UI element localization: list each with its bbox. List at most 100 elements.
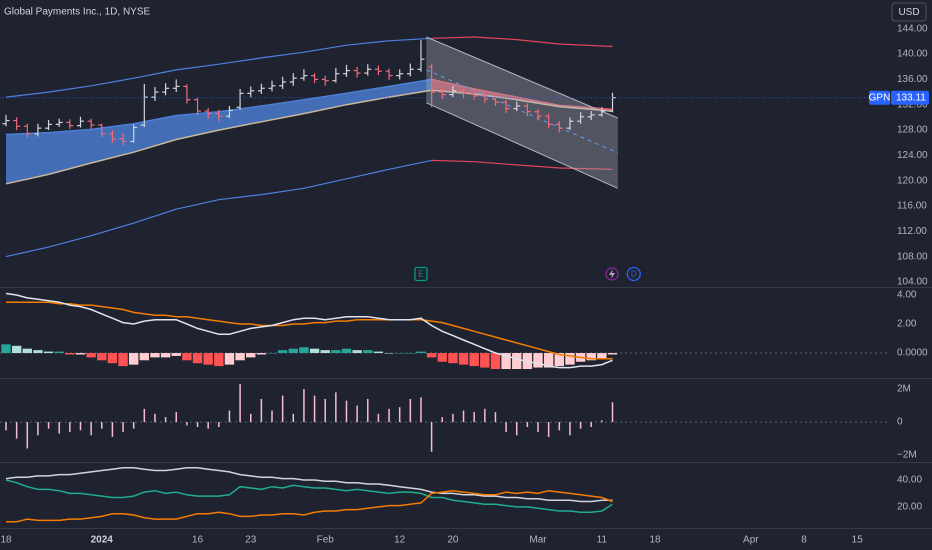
symbol-label: GPN	[869, 92, 891, 103]
histogram-bar	[458, 353, 469, 365]
x-tick-label: 11	[597, 535, 608, 546]
currency-label[interactable]: USD	[898, 7, 919, 18]
oscillator-bar	[111, 422, 114, 437]
envelope-line	[431, 36, 613, 48]
histogram-bar	[331, 350, 341, 354]
oscillator-bar	[420, 397, 422, 423]
oscillator-bar	[601, 420, 603, 423]
x-tick-label: 12	[394, 535, 406, 546]
macd-line	[5, 292, 613, 369]
ribbon-slow	[431, 89, 613, 112]
pane-separators	[0, 287, 932, 529]
ribbon-fast	[431, 78, 613, 110]
histogram-bar	[543, 353, 554, 368]
x-tick-label: Mar	[529, 535, 547, 546]
histogram-bar	[203, 353, 213, 365]
y-tick-label: 40.00	[897, 475, 922, 486]
histogram-bar	[597, 353, 607, 359]
oscillator-bar	[186, 422, 188, 426]
oscillator-pane	[0, 384, 890, 452]
histogram-bar	[1, 344, 11, 354]
oscillator-bar	[494, 412, 497, 423]
event-label: E	[418, 270, 423, 279]
histogram-bar	[288, 348, 298, 354]
envelope-line	[5, 159, 432, 258]
y-tick-label: 116.00	[897, 201, 927, 212]
oscillator-bar	[260, 398, 263, 423]
split-icon[interactable]	[605, 267, 619, 281]
oscillator-bar	[515, 422, 518, 436]
envelope-line	[431, 159, 613, 170]
ribbon-slow	[5, 89, 432, 185]
oscillator-bar	[218, 422, 220, 428]
histogram-bar	[86, 353, 96, 358]
histogram-bar	[139, 353, 150, 361]
y-tick-label: 108.00	[897, 251, 928, 262]
dmi-pane	[5, 467, 613, 523]
x-tick-label: 18	[0, 535, 12, 546]
y-tick-label: 0	[897, 417, 903, 428]
histogram-bar	[246, 353, 256, 358]
oscillator-bar	[398, 407, 401, 423]
oscillator-bar	[345, 400, 348, 423]
oscillator-bar	[569, 422, 571, 436]
currency-button[interactable]	[891, 2, 927, 22]
oscillator-bar	[5, 422, 7, 431]
histogram-bar	[309, 348, 320, 354]
histogram-bar	[54, 351, 64, 354]
histogram-bar	[469, 353, 479, 367]
histogram-bar	[394, 353, 405, 354]
oscillator-bar	[430, 422, 433, 452]
histogram-bar	[341, 348, 352, 354]
event-label: D	[631, 270, 637, 279]
oscillator-bar	[37, 422, 39, 436]
oscillator-bar	[409, 398, 412, 423]
oscillator-bar	[90, 422, 92, 436]
event-icon	[414, 266, 428, 282]
oscillator-bar	[164, 417, 167, 423]
histogram-bar	[118, 353, 128, 367]
oscillator-bar	[79, 422, 82, 431]
channel-mid	[426, 69, 618, 154]
oscillator-bar	[313, 395, 316, 423]
oscillator-bar	[579, 422, 582, 429]
oscillator-bar	[207, 422, 209, 429]
x-tick-label: Apr	[743, 535, 759, 546]
histogram-bar	[235, 353, 245, 361]
histogram-bar	[277, 350, 288, 354]
histogram-bar	[533, 353, 543, 368]
channel-fill	[426, 37, 618, 189]
ribbon-fill	[6, 79, 432, 184]
axes: 18 2024 16 23 Feb 12 20 Mar 11 18 Apr 8 15 104.00 108.…	[0, 23, 929, 546]
oscillator-bar	[388, 408, 390, 423]
histogram-bar	[384, 353, 394, 354]
y-tick-label: 2M	[897, 384, 911, 395]
x-tick-label: 18	[649, 535, 661, 546]
oscillator-bar	[462, 410, 465, 423]
oscillator-bar	[377, 413, 380, 423]
y-tick-label: 112.00	[897, 226, 927, 237]
oscillator-bar	[122, 422, 124, 432]
y-tick-label: 20.00	[897, 502, 922, 513]
y-tick-label: 104.00	[897, 277, 928, 288]
oscillator-bar	[175, 412, 177, 423]
histogram-bar	[33, 350, 43, 354]
y-tick-label: 132.00	[897, 99, 928, 110]
y-tick-label: 128.00	[897, 125, 928, 136]
oscillator-bar	[271, 410, 273, 423]
histogram-bar	[171, 353, 181, 356]
oscillator-bar	[611, 402, 614, 423]
histogram-bar	[214, 353, 224, 367]
histogram-bar	[11, 345, 22, 354]
oscillator-bar	[281, 395, 284, 423]
histogram-bar	[480, 353, 490, 368]
channel-line	[426, 102, 619, 189]
oscillator-bar	[484, 408, 486, 423]
indicator-line	[6, 489, 613, 523]
histogram-bar	[160, 353, 171, 358]
histogram-bar	[43, 351, 54, 354]
histogram-bar	[299, 347, 309, 354]
x-tick-label: 8	[801, 535, 807, 546]
